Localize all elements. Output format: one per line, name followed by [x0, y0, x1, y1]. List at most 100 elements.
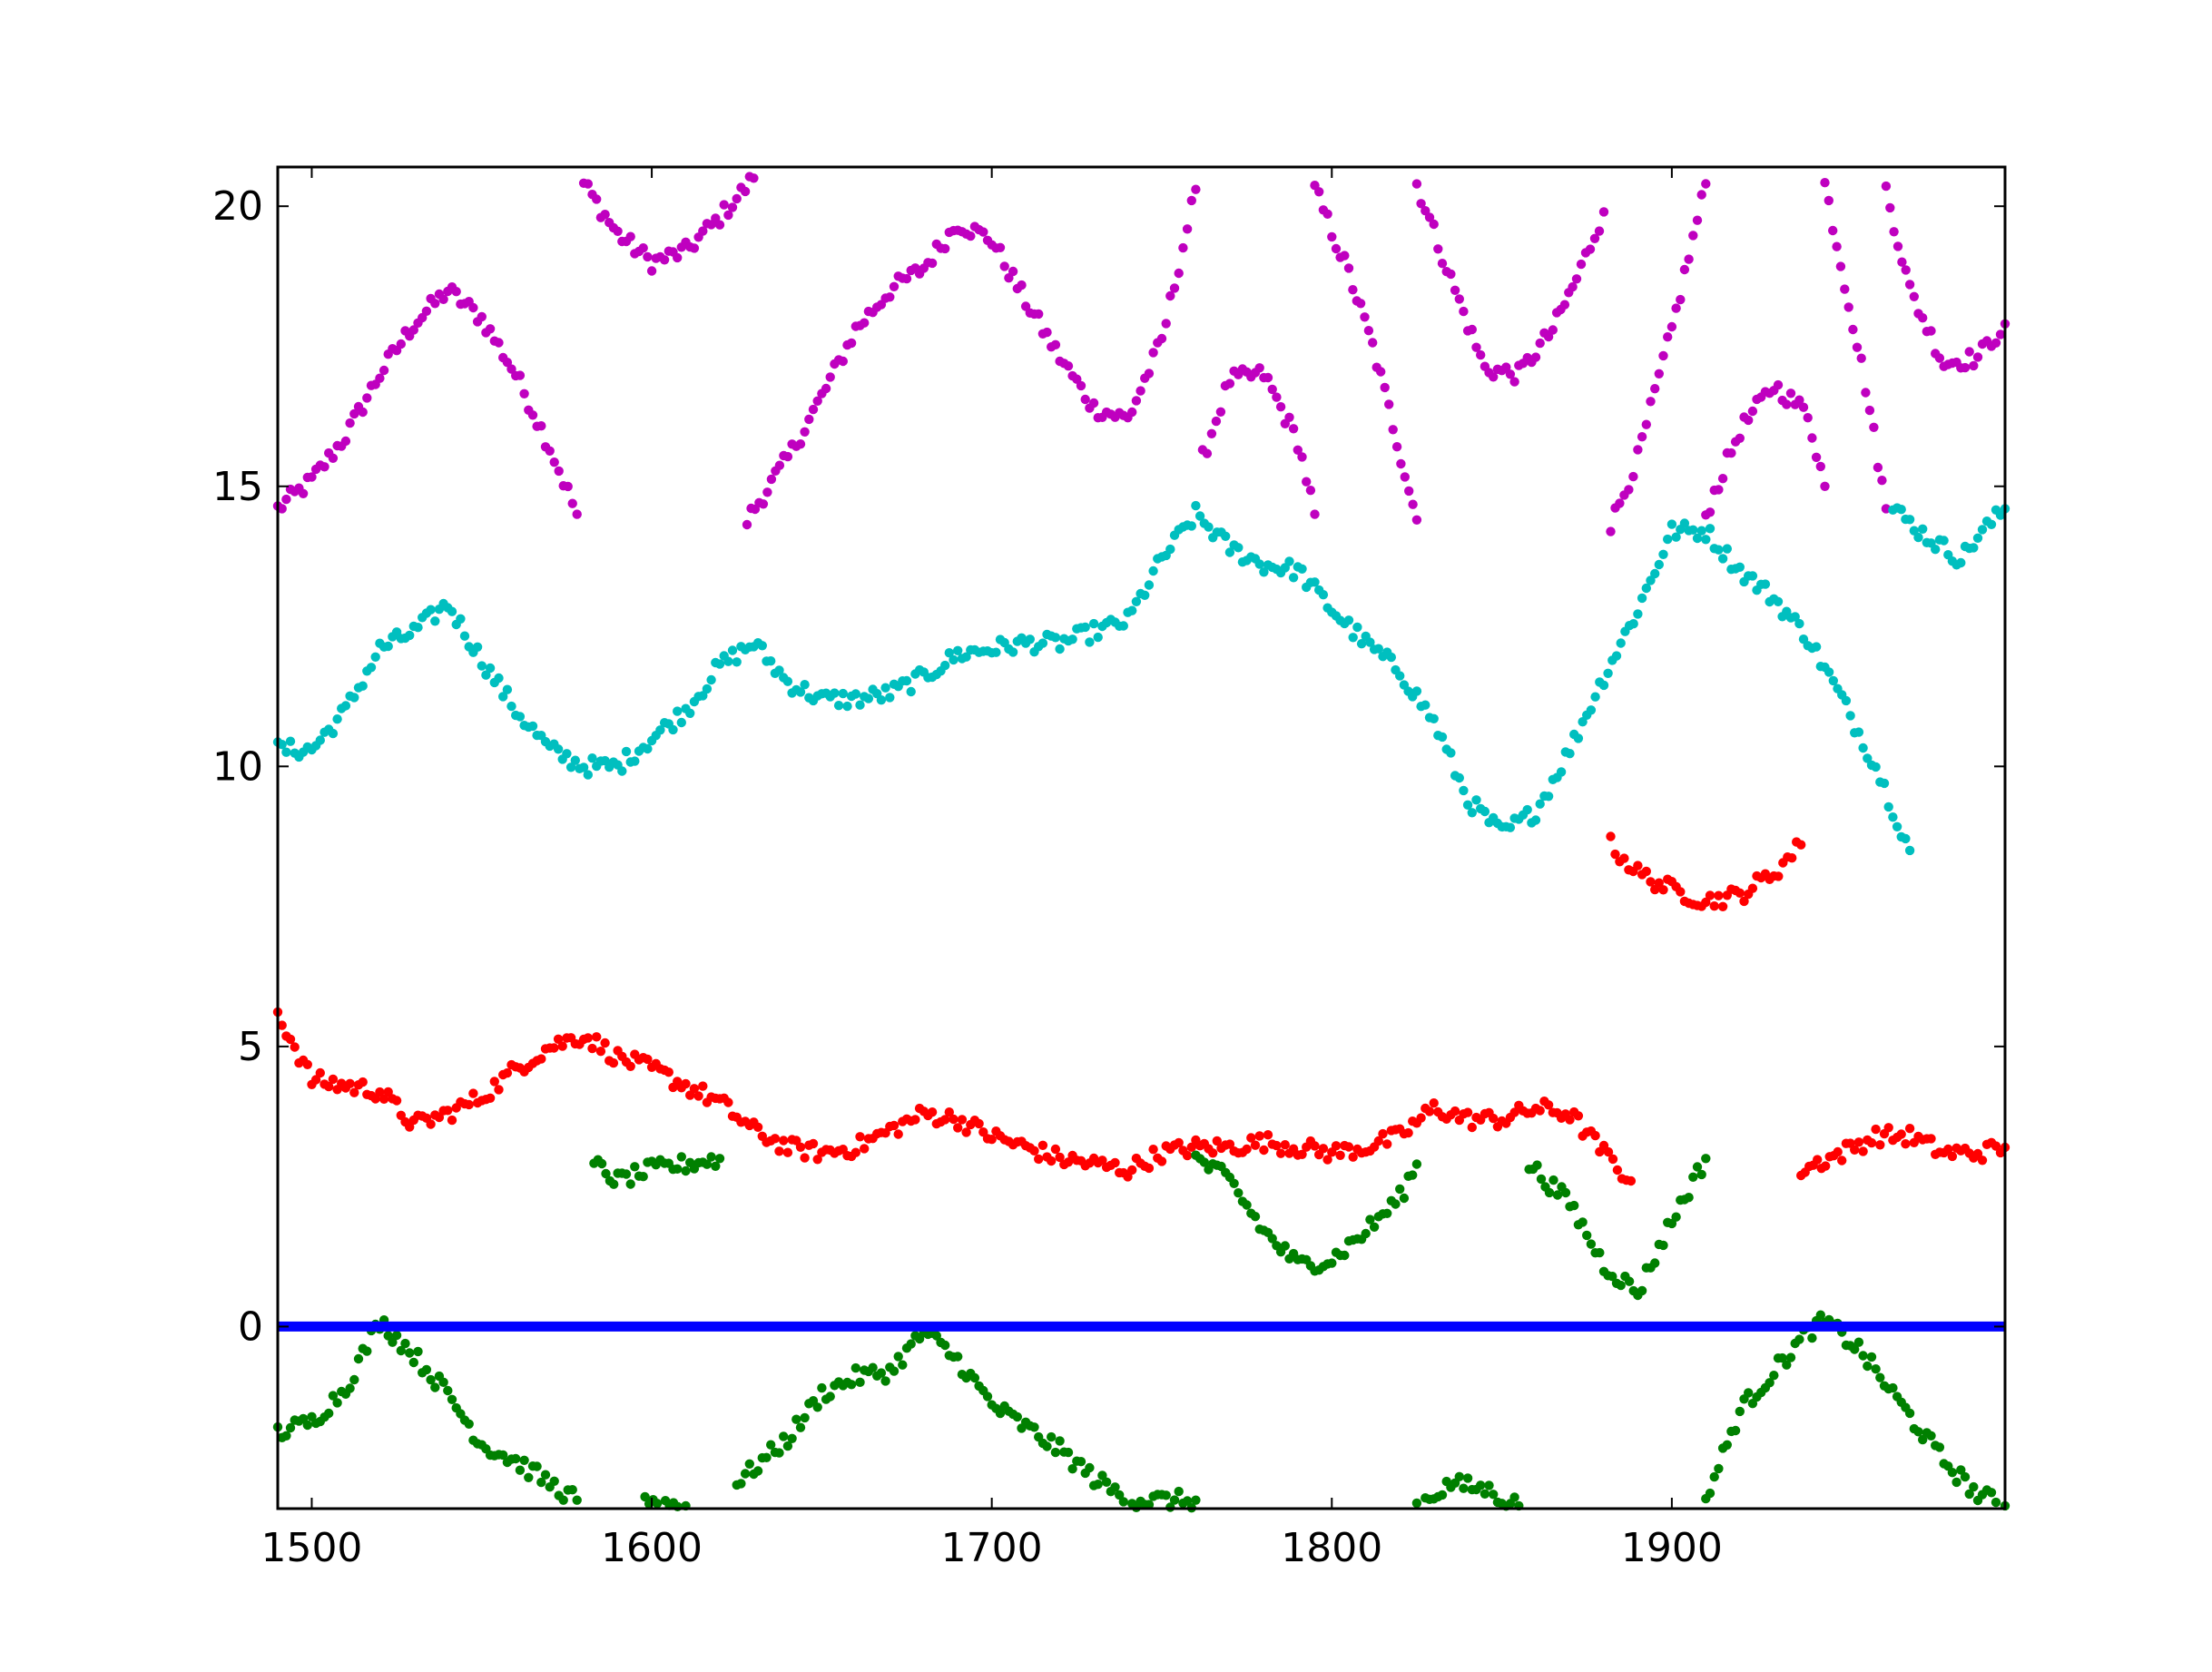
data-point	[1861, 388, 1871, 398]
data-point	[1892, 241, 1903, 251]
data-point	[391, 1096, 402, 1106]
data-point	[1382, 1139, 1392, 1149]
data-point	[1186, 1142, 1197, 1153]
data-point	[1140, 590, 1150, 600]
data-point	[1297, 452, 1307, 462]
data-point	[1904, 1408, 1915, 1419]
data-point	[1904, 280, 1915, 290]
data-point	[1747, 571, 1758, 581]
data-point	[838, 688, 848, 699]
data-point	[1280, 1140, 1291, 1150]
data-point	[1263, 372, 1273, 383]
data-point	[1131, 596, 1142, 606]
data-point	[901, 273, 912, 284]
data-point	[825, 372, 835, 382]
data-point	[630, 1162, 640, 1172]
data-point	[1085, 637, 1095, 647]
data-point	[1815, 1310, 1826, 1320]
data-point	[1947, 1468, 1958, 1478]
data-point	[787, 1433, 797, 1444]
data-point	[1871, 762, 1881, 772]
data-point	[1501, 362, 1511, 372]
data-point	[498, 1450, 508, 1461]
data-point	[413, 623, 423, 633]
data-point	[860, 318, 870, 328]
data-point	[1559, 300, 1570, 310]
data-point	[698, 226, 708, 236]
data-point	[1866, 1137, 1877, 1148]
data-point	[1224, 379, 1235, 388]
data-point	[1450, 1106, 1460, 1116]
data-point	[757, 641, 767, 651]
data-point	[860, 1144, 870, 1154]
x-tick-label: 1800	[1281, 1525, 1382, 1571]
data-point	[592, 194, 602, 204]
data-point	[587, 1043, 597, 1054]
data-point	[1556, 767, 1567, 777]
data-point	[957, 1115, 968, 1125]
data-point	[1552, 1190, 1563, 1200]
data-point	[1875, 1372, 1885, 1382]
data-point	[1284, 556, 1294, 566]
data-point	[617, 766, 627, 776]
data-point	[353, 1353, 364, 1364]
data-point	[1611, 651, 1622, 661]
data-point	[1543, 331, 1554, 342]
data-point	[540, 1470, 551, 1480]
data-point	[459, 631, 470, 641]
data-point	[1484, 1480, 1494, 1490]
data-point	[893, 1129, 903, 1139]
data-point	[800, 1412, 810, 1423]
data-point	[388, 1337, 398, 1347]
data-point	[1272, 1140, 1282, 1151]
data-point	[583, 770, 593, 780]
data-point	[1318, 1144, 1329, 1154]
data-point	[1964, 347, 1974, 357]
data-point	[324, 1408, 334, 1419]
data-point	[1127, 605, 1137, 615]
data-point	[1088, 398, 1099, 408]
data-point	[1063, 361, 1074, 371]
data-point	[464, 1419, 474, 1430]
data-point	[621, 746, 632, 757]
data-point	[1735, 433, 1745, 443]
data-point	[1565, 749, 1575, 759]
data-point	[953, 1123, 963, 1133]
data-point	[358, 681, 368, 691]
data-point	[1097, 1156, 1107, 1165]
data-point	[808, 1138, 819, 1149]
data-point	[1571, 274, 1582, 284]
data-point	[1450, 285, 1460, 295]
data-point	[1578, 1217, 1588, 1227]
data-point	[889, 1120, 900, 1131]
data-point	[1573, 1111, 1584, 1121]
data-point	[1705, 524, 1716, 534]
data-point	[1879, 778, 1890, 789]
data-point	[1794, 1334, 1804, 1344]
data-point	[1050, 1447, 1061, 1458]
data-point	[600, 1038, 610, 1048]
data-point	[953, 645, 963, 655]
data-point	[1131, 396, 1142, 406]
data-point	[621, 1169, 632, 1179]
data-point	[506, 701, 516, 712]
data-point	[443, 1106, 453, 1116]
data-point	[1576, 259, 1587, 270]
data-point	[643, 251, 653, 262]
data-point	[795, 439, 806, 449]
data-point	[595, 1047, 606, 1057]
data-point	[1701, 1154, 1711, 1164]
data-point	[1646, 877, 1656, 887]
data-point	[706, 1152, 716, 1162]
data-point	[625, 231, 635, 241]
data-point	[1863, 753, 1873, 763]
data-point	[1174, 1486, 1184, 1497]
data-point	[830, 688, 840, 698]
data-point	[1603, 1146, 1614, 1157]
data-point	[944, 648, 955, 658]
data-point	[1603, 668, 1613, 678]
data-point	[1097, 1470, 1107, 1480]
data-point	[673, 252, 683, 263]
data-point	[1110, 1482, 1120, 1492]
